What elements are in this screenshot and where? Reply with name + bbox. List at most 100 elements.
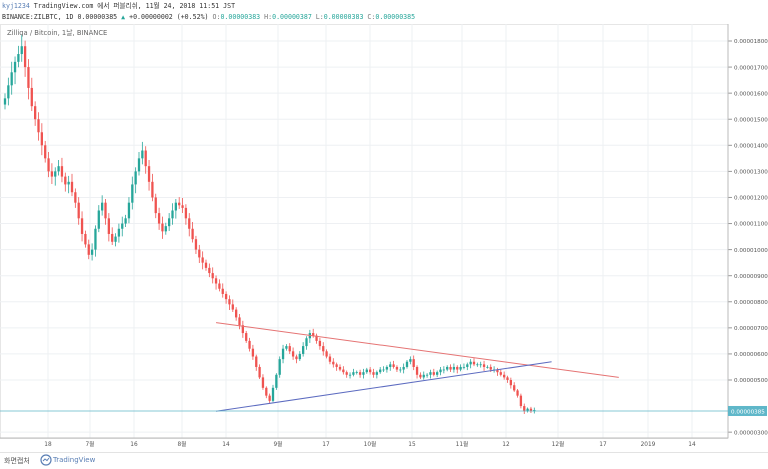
candle-body	[389, 364, 392, 367]
candle-body	[385, 366, 389, 370]
candle-body	[295, 356, 298, 360]
candle-body	[97, 210, 100, 229]
candle-body	[369, 369, 372, 373]
candle-body	[221, 288, 224, 294]
candle-body	[402, 366, 405, 370]
price-chart[interactable]: 0.00001800 0.00001700 0.00001600 0.00001500…	[0, 0, 768, 452]
candle-body	[452, 366, 456, 370]
candle-body	[375, 372, 378, 375]
y-axis-label: 0.00000700	[734, 326, 768, 332]
candle-body	[422, 374, 425, 378]
candle-body	[506, 377, 509, 380]
candle-body	[235, 309, 238, 318]
candle-body	[405, 361, 409, 367]
y-axis-label: 0.00001100	[734, 222, 768, 228]
candle-body	[462, 366, 466, 368]
candle-body	[372, 372, 375, 375]
current-price-label: 0.00000385	[731, 409, 765, 415]
candle-body	[392, 364, 395, 367]
candle-body	[201, 257, 204, 263]
candle-body	[208, 267, 211, 274]
candle-body	[17, 54, 20, 62]
candle-body	[348, 374, 352, 376]
tradingview-icon	[40, 454, 52, 466]
candle-body	[345, 372, 348, 375]
author-link[interactable]: kyj1234	[2, 2, 30, 10]
candle-body	[412, 359, 415, 367]
tradingview-logo[interactable]: TradingView	[40, 454, 110, 466]
candle-body	[482, 364, 486, 367]
y-axis-label: 0.00001000	[734, 248, 768, 254]
candle-body	[211, 273, 214, 279]
candle-body	[3, 98, 7, 105]
published-text: TradingView.com 에서 퍼블리쉬, 11월 24, 2018 11…	[33, 2, 236, 10]
candle-body	[459, 366, 462, 370]
y-axis-label: 0.00001300	[734, 170, 768, 176]
last-price: 0.00000385	[77, 13, 118, 21]
candle-body	[281, 348, 285, 360]
candle-body	[302, 346, 305, 354]
x-axis-label: 17	[599, 442, 607, 448]
candle-body	[101, 202, 104, 211]
candle-body	[178, 202, 181, 206]
y-axis-label: 0.00001200	[734, 196, 768, 202]
candle-body	[84, 233, 87, 245]
candle-body	[325, 351, 328, 357]
candle-body	[322, 346, 325, 352]
candle-body	[161, 223, 164, 232]
candle-body	[30, 87, 33, 107]
screenshot-button[interactable]: 화면캡처	[4, 457, 30, 465]
candle-body	[432, 372, 435, 375]
candle-body	[67, 181, 70, 185]
candle-body	[395, 366, 399, 370]
y-axis-label: 0.00000900	[734, 274, 768, 280]
candle-body	[291, 351, 295, 357]
candle-body	[503, 374, 506, 378]
candle-body	[298, 353, 301, 360]
candle-body	[7, 85, 10, 99]
candle-body	[77, 202, 80, 219]
candle-body	[137, 158, 141, 172]
resistance-trendline	[215, 322, 619, 378]
price-tag-box	[728, 405, 767, 416]
candle-body	[265, 387, 268, 396]
candle-body	[486, 366, 489, 368]
publish-line: kyj1234 TradingView.com 에서 퍼블리쉬, 11월 24,…	[2, 1, 722, 11]
candle-body	[20, 46, 23, 55]
x-axis-label: 14	[688, 442, 696, 448]
symbol-label: BINANCE:ZILBTC, 1D	[2, 13, 74, 21]
y-axis-label: 0.00000300	[734, 430, 768, 436]
candle-body	[365, 369, 368, 373]
candle-body	[10, 72, 13, 86]
y-axis-label: 0.00000800	[734, 300, 768, 306]
candle-body	[288, 346, 291, 352]
x-axis-label: 11월	[456, 440, 469, 448]
open-value: 0.00000383	[220, 13, 261, 21]
candle-body	[469, 361, 472, 365]
candle-body	[436, 372, 439, 375]
x-axis-label: 14	[222, 442, 230, 448]
open-label: O:	[212, 13, 221, 21]
footer-bar: 화면캡처 TradingView	[0, 452, 768, 469]
change-up-icon: ▲	[121, 13, 126, 21]
candle-body	[476, 364, 479, 366]
candle-body	[513, 385, 516, 391]
candle-body	[526, 408, 529, 412]
candle-body	[111, 233, 114, 242]
candle-body	[184, 207, 188, 219]
candle-body	[228, 299, 231, 305]
candle-body	[50, 171, 54, 177]
y-axis-label: 0.00001700	[734, 65, 768, 71]
candle-body	[338, 366, 342, 370]
candle-body	[151, 181, 154, 198]
candle-body	[44, 145, 47, 159]
chart-header: kyj1234 TradingView.com 에서 퍼블리쉬, 11월 24,…	[2, 1, 722, 23]
candle-body	[449, 366, 452, 370]
candle-body	[245, 333, 248, 341]
candle-body	[80, 218, 84, 234]
candle-body	[523, 406, 526, 412]
x-axis-label: 9월	[273, 440, 282, 448]
candle-body	[509, 380, 512, 386]
candle-body	[429, 372, 432, 375]
chart-title: Zilliqa / Bitcoin, 1날, BINANCE	[7, 29, 108, 37]
